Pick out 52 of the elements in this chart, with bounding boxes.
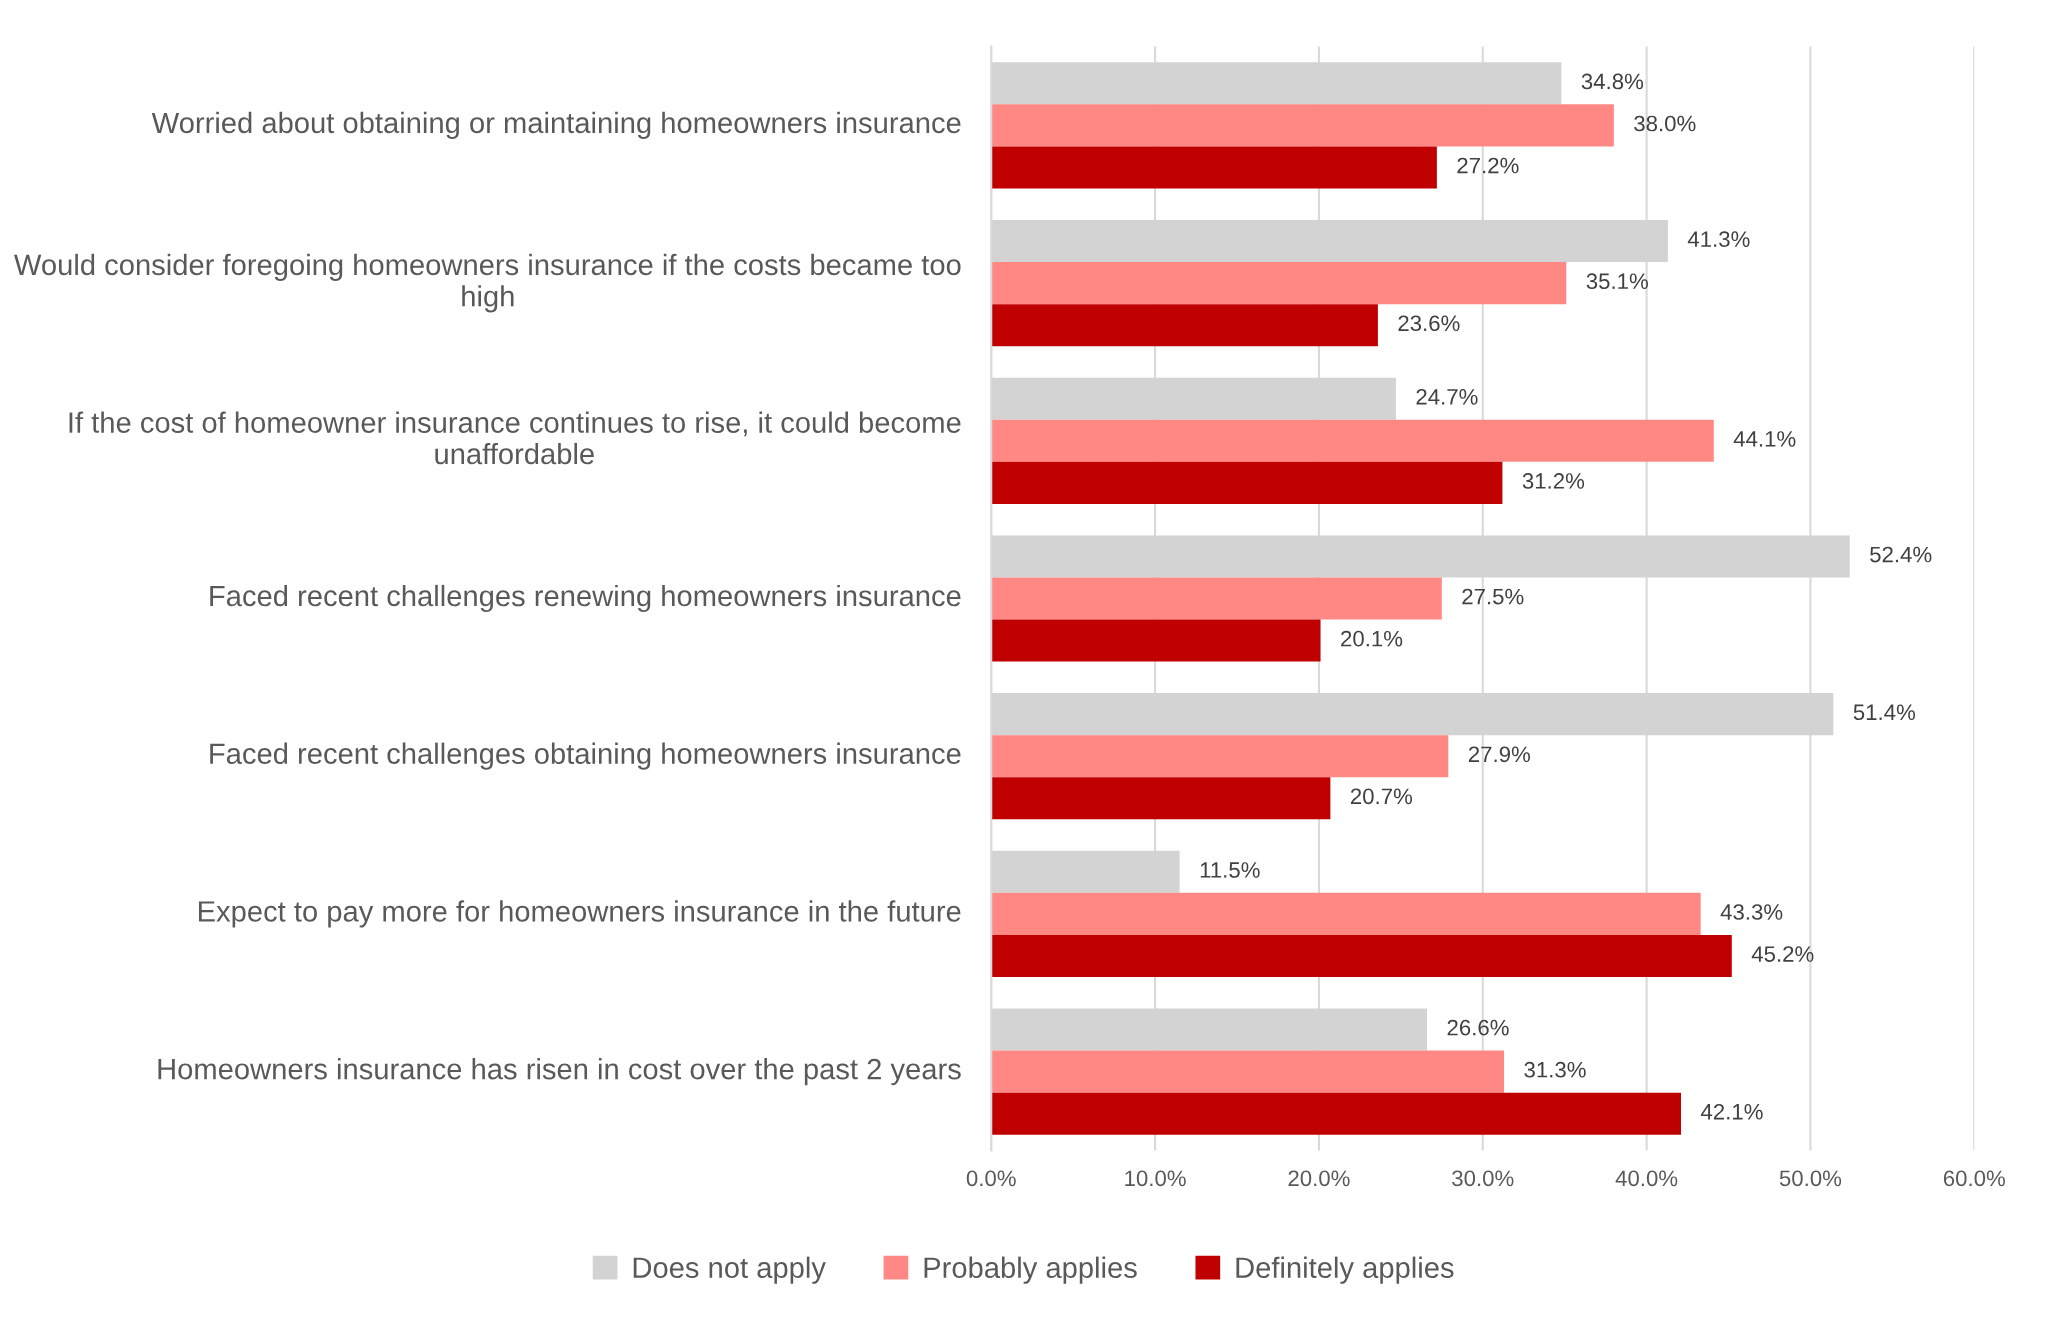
x-tick-label: 10.0% [1125, 1170, 1186, 1187]
data-label: 34.8% [1581, 73, 1644, 90]
bar [991, 419, 1714, 462]
y-tick-label: Worried about obtaining or maintaining homeowners insurance [151, 111, 961, 139]
x-tick-label: 0.0% [966, 1170, 1016, 1187]
bar [991, 619, 1321, 662]
bar [991, 262, 1567, 305]
y-tick-label: Expect to pay more for homeowners insurance in the future [198, 900, 961, 928]
bar [991, 461, 1503, 504]
x-tick-label: 50.0% [1779, 1170, 1842, 1187]
legend-label: Does not apply [633, 1256, 826, 1284]
data-label: 31.3% [1524, 1061, 1586, 1078]
data-label: 41.3% [1687, 231, 1750, 248]
bar [991, 892, 1701, 935]
bar [991, 735, 1449, 778]
data-label: 51.4% [1853, 704, 1916, 721]
bar [991, 146, 1437, 189]
x-tick-label: 60.0% [1943, 1170, 2005, 1187]
data-label: 20.7% [1350, 788, 1413, 805]
bar [991, 777, 1331, 820]
legend-label: Definitely applies [1236, 1256, 1454, 1284]
data-label: 27.9% [1468, 746, 1531, 763]
y-tick-label: Faced recent challenges renewing homeowners insurance [210, 584, 961, 613]
data-label: 20.1% [1341, 630, 1403, 647]
data-label: 26.6% [1447, 1019, 1509, 1036]
bar [991, 1050, 1505, 1093]
data-label: 24.7% [1416, 388, 1478, 405]
data-label: 52.4% [1870, 546, 1932, 563]
data-label: 45.2% [1751, 946, 1814, 962]
legend-label: Probably applies [924, 1256, 1137, 1284]
x-tick-label: 30.0% [1452, 1170, 1514, 1187]
data-label: 31.2% [1522, 473, 1585, 489]
bar [991, 104, 1614, 147]
data-label: 38.0% [1634, 115, 1696, 132]
y-tick-label: If the cost of homeowner insurance continues to rise, it could become unaffordable [69, 411, 961, 465]
data-label: 27.2% [1457, 157, 1519, 174]
bar [991, 934, 1732, 977]
data-label: 23.6% [1398, 315, 1460, 332]
x-tick-label: 40.0% [1615, 1170, 1678, 1187]
data-label: 27.5% [1462, 588, 1524, 605]
bar [991, 577, 1442, 620]
y-tick-label: Faced recent challenges obtaining homeowners insurance [210, 742, 961, 770]
data-label: 44.1% [1733, 431, 1796, 447]
data-label: 43.3% [1720, 904, 1783, 920]
y-tick-label: Homeowners insurance has risen in cost over the past 2 years [158, 1058, 961, 1086]
x-tick-label: 20.0% [1288, 1170, 1350, 1187]
data-label: 35.1% [1586, 273, 1648, 290]
y-tick-label: Would consider foregoing homeowners insurance if the costs became too high [14, 253, 961, 313]
data-label: 42.1% [1700, 1103, 1763, 1120]
data-label: 11.5% [1200, 862, 1260, 878]
bar [991, 304, 1378, 347]
bar [991, 1092, 1681, 1135]
